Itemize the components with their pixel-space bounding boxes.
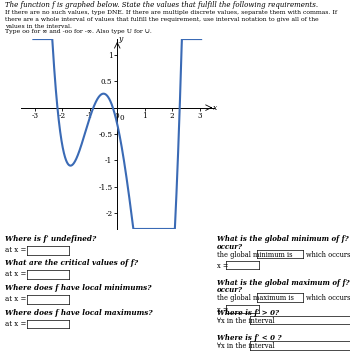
Text: y: y [119, 35, 123, 43]
Text: Where is f′ > 0?: Where is f′ > 0? [217, 309, 279, 317]
Text: which occurs at: which occurs at [306, 251, 350, 259]
Text: which occurs at: which occurs at [306, 294, 350, 302]
Text: the global maximum is: the global maximum is [217, 294, 294, 302]
Text: x =: x = [217, 306, 228, 314]
Text: Where is f′ undefined?: Where is f′ undefined? [5, 235, 96, 243]
Text: The function f is graphed below. State the values that fulfill the following req: The function f is graphed below. State t… [5, 1, 318, 9]
Text: occur?: occur? [217, 243, 243, 251]
Text: occur?: occur? [217, 286, 243, 295]
Text: What is the global maximum of f? Where does it: What is the global maximum of f? Where d… [217, 279, 350, 287]
Text: 0: 0 [119, 114, 124, 122]
Text: at x =: at x = [5, 295, 26, 303]
Text: Where is f′ < 0 ?: Where is f′ < 0 ? [217, 334, 282, 343]
Text: What is the global minimum of f? Where does it: What is the global minimum of f? Where d… [217, 235, 350, 243]
Text: at x =: at x = [5, 320, 26, 328]
Text: x =: x = [217, 262, 228, 270]
Text: If there are no such values, type DNE. If there are multiple discrete values, se: If there are no such values, type DNE. I… [5, 10, 337, 29]
Text: ∀x in the interval: ∀x in the interval [217, 342, 275, 350]
Text: the global minimum is: the global minimum is [217, 251, 293, 259]
Text: Where does f have local minimums?: Where does f have local minimums? [5, 284, 151, 292]
Text: ∀x in the interval: ∀x in the interval [217, 317, 275, 325]
Text: at x =: at x = [5, 270, 26, 278]
Text: Where does f have local maximums?: Where does f have local maximums? [5, 309, 152, 317]
Text: Type oo for ∞ and -oo for -∞. Also type U for ∪.: Type oo for ∞ and -oo for -∞. Also type … [5, 29, 152, 34]
Text: at x =: at x = [5, 246, 26, 254]
Text: x: x [213, 104, 217, 111]
Text: What are the critical values of f?: What are the critical values of f? [5, 259, 138, 267]
